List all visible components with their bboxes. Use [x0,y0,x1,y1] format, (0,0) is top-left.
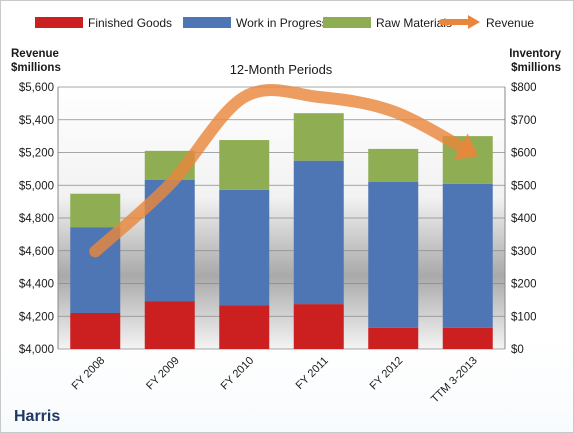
bar-raw-materials [219,140,270,190]
revenue-arrowhead [453,133,479,161]
right-tick-label: $0 [511,344,524,356]
right-axis-title-line2: $millions [511,62,561,74]
bar-raw-materials [368,148,419,182]
right-tick-label: $300 [511,246,537,258]
left-tick-label: $5,000 [19,180,54,192]
chart-title: 12-Month Periods [230,62,333,77]
legend: Finished Goods Work in Progress Raw Mate… [35,15,534,30]
bar-raw-materials [293,113,344,161]
bar-work-in-progress [442,183,493,328]
left-tick-label: $4,000 [19,344,54,356]
right-tick-label: $800 [511,82,537,94]
right-tick-label: $100 [511,311,537,323]
bar-raw-materials [70,193,121,228]
bar-finished-goods [293,304,344,349]
grid [58,86,505,350]
legend-swatch-finished-goods [35,17,83,28]
right-tick-label: $200 [511,279,537,291]
right-tick-label: $700 [511,115,537,127]
left-tick-label: $4,600 [19,246,54,258]
bars [70,113,493,349]
legend-swatch-raw-materials [323,17,371,28]
left-axis-title-line1: Revenue [11,48,59,60]
bar-finished-goods [219,305,270,349]
left-axis-title-line2: $millions [11,62,61,74]
bar-finished-goods [442,327,493,349]
legend-label-revenue: Revenue [486,16,534,30]
revenue-line [89,84,474,258]
company-name: Harris [14,408,60,425]
bar-work-in-progress [293,160,344,305]
bar-work-in-progress [368,181,419,328]
legend-label-raw-materials: Raw Materials [376,16,452,30]
left-tick-label: $5,200 [19,148,54,160]
bar-work-in-progress [219,189,270,306]
left-tick-label: $4,200 [19,311,54,323]
bar-finished-goods [144,301,195,349]
left-tick-label: $4,400 [19,279,54,291]
legend-label-work-in-progress: Work in Progress [236,16,328,30]
bar-finished-goods [368,327,419,349]
bar-finished-goods [70,312,121,349]
legend-revenue-arrow-icon [468,15,480,29]
legend-swatch-work-in-progress [183,17,231,28]
right-tick-label: $400 [511,213,537,225]
left-tick-label: $5,400 [19,115,54,127]
right-tick-label: $600 [511,148,537,160]
right-axis-title-line1: Inventory [509,48,561,60]
revenue-line-layer [89,84,479,258]
right-tick-label: $500 [511,180,537,192]
legend-label-finished-goods: Finished Goods [88,16,172,30]
left-tick-label: $4,800 [19,213,54,225]
left-tick-label: $5,600 [19,82,54,94]
